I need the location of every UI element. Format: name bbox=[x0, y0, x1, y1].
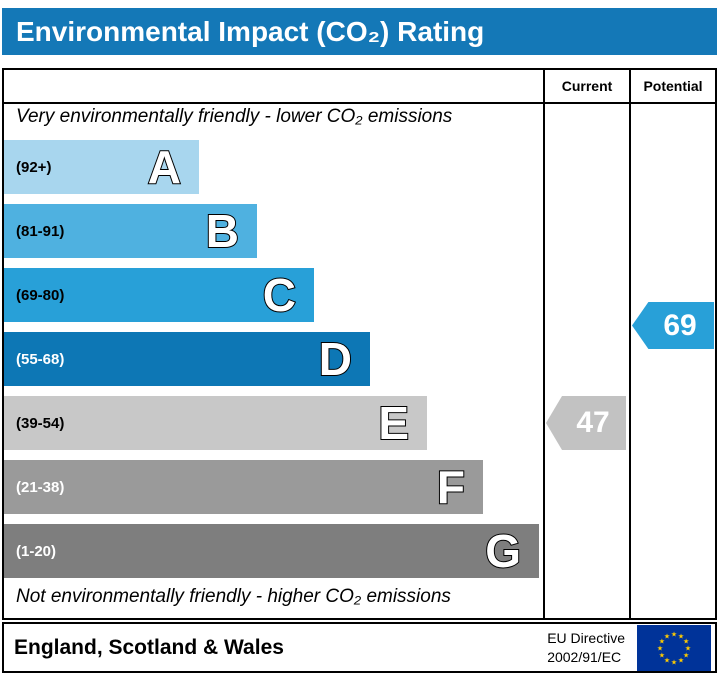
band-range-label: (21-38) bbox=[16, 478, 65, 496]
potential-rating-value: 69 bbox=[663, 308, 697, 342]
rating-chart: Current Potential Very environmentally f… bbox=[2, 68, 717, 620]
svg-text:★: ★ bbox=[678, 656, 684, 664]
band-letter: B bbox=[205, 205, 240, 257]
band-c: (69-80) C bbox=[4, 268, 314, 322]
band-letter: D bbox=[318, 333, 353, 385]
footer-right: EU Directive 2002/91/EC ★ ★ ★ ★ ★ ★ ★ ★ ★ ★ ★ ★ bbox=[547, 624, 711, 671]
band-a: (92+) A bbox=[4, 140, 199, 194]
svg-text:★: ★ bbox=[683, 637, 689, 645]
band-range-label: (69-80) bbox=[16, 286, 65, 304]
eu-flag-icon: ★ ★★★★★★★★★★★ bbox=[637, 624, 711, 671]
header-row bbox=[4, 70, 715, 104]
svg-text:★: ★ bbox=[671, 630, 677, 638]
current-rating-pointer: 47 bbox=[546, 396, 626, 450]
band-range-label: (92+) bbox=[16, 158, 52, 176]
band-f: (21-38) F bbox=[4, 460, 483, 514]
svg-text:★: ★ bbox=[657, 644, 663, 652]
band-letter: A bbox=[147, 141, 182, 193]
band-range-label: (1-20) bbox=[16, 542, 57, 560]
current-rating-value: 47 bbox=[576, 406, 610, 439]
svg-text:★: ★ bbox=[664, 632, 670, 640]
svg-text:★: ★ bbox=[664, 656, 670, 664]
page-title: Environmental Impact (CO₂) Rating bbox=[2, 8, 717, 55]
svg-text:★: ★ bbox=[659, 637, 665, 645]
bottom-note: Not environmentally friendly - higher CO… bbox=[16, 586, 451, 607]
svg-text:★: ★ bbox=[671, 658, 677, 666]
band-range-label: (55-68) bbox=[16, 350, 65, 368]
bands-container: (92+) A (81-91) B (69-80) C (55-68) D (39-54) E (2… bbox=[4, 140, 539, 578]
band-d: (55-68) D bbox=[4, 332, 370, 386]
top-note: Very environmentally friendly - lower CO… bbox=[16, 106, 453, 127]
footer: England, Scotland & Wales EU Directive 2… bbox=[2, 622, 717, 673]
eu-directive-label: EU Directive 2002/91/EC bbox=[547, 629, 625, 665]
potential-column-header: Potential bbox=[643, 78, 703, 94]
page-title-text: Environmental Impact (CO₂) Rating bbox=[16, 16, 485, 47]
eu-directive-line2: 2002/91/EC bbox=[547, 648, 622, 665]
potential-column-divider bbox=[629, 70, 631, 618]
current-column-divider bbox=[543, 70, 545, 618]
band-letter: F bbox=[436, 461, 466, 513]
region-label: England, Scotland & Wales bbox=[14, 635, 284, 659]
svg-text:★: ★ bbox=[659, 651, 665, 659]
band-range-label: (39-54) bbox=[16, 414, 65, 432]
svg-text:★: ★ bbox=[678, 632, 684, 640]
current-column-header: Current bbox=[561, 78, 613, 94]
eu-directive-line1: EU Directive bbox=[547, 630, 625, 647]
potential-rating-pointer: 69 bbox=[632, 302, 714, 349]
svg-text:★: ★ bbox=[683, 651, 689, 659]
band-letter: C bbox=[262, 269, 297, 321]
band-b: (81-91) B bbox=[4, 204, 257, 258]
band-letter: E bbox=[377, 397, 410, 449]
band-g: (1-20) G bbox=[4, 524, 539, 578]
svg-text:★: ★ bbox=[685, 644, 691, 652]
band-letter: G bbox=[484, 525, 522, 577]
band-e: (39-54) E bbox=[4, 396, 427, 450]
band-range-label: (81-91) bbox=[16, 222, 65, 240]
